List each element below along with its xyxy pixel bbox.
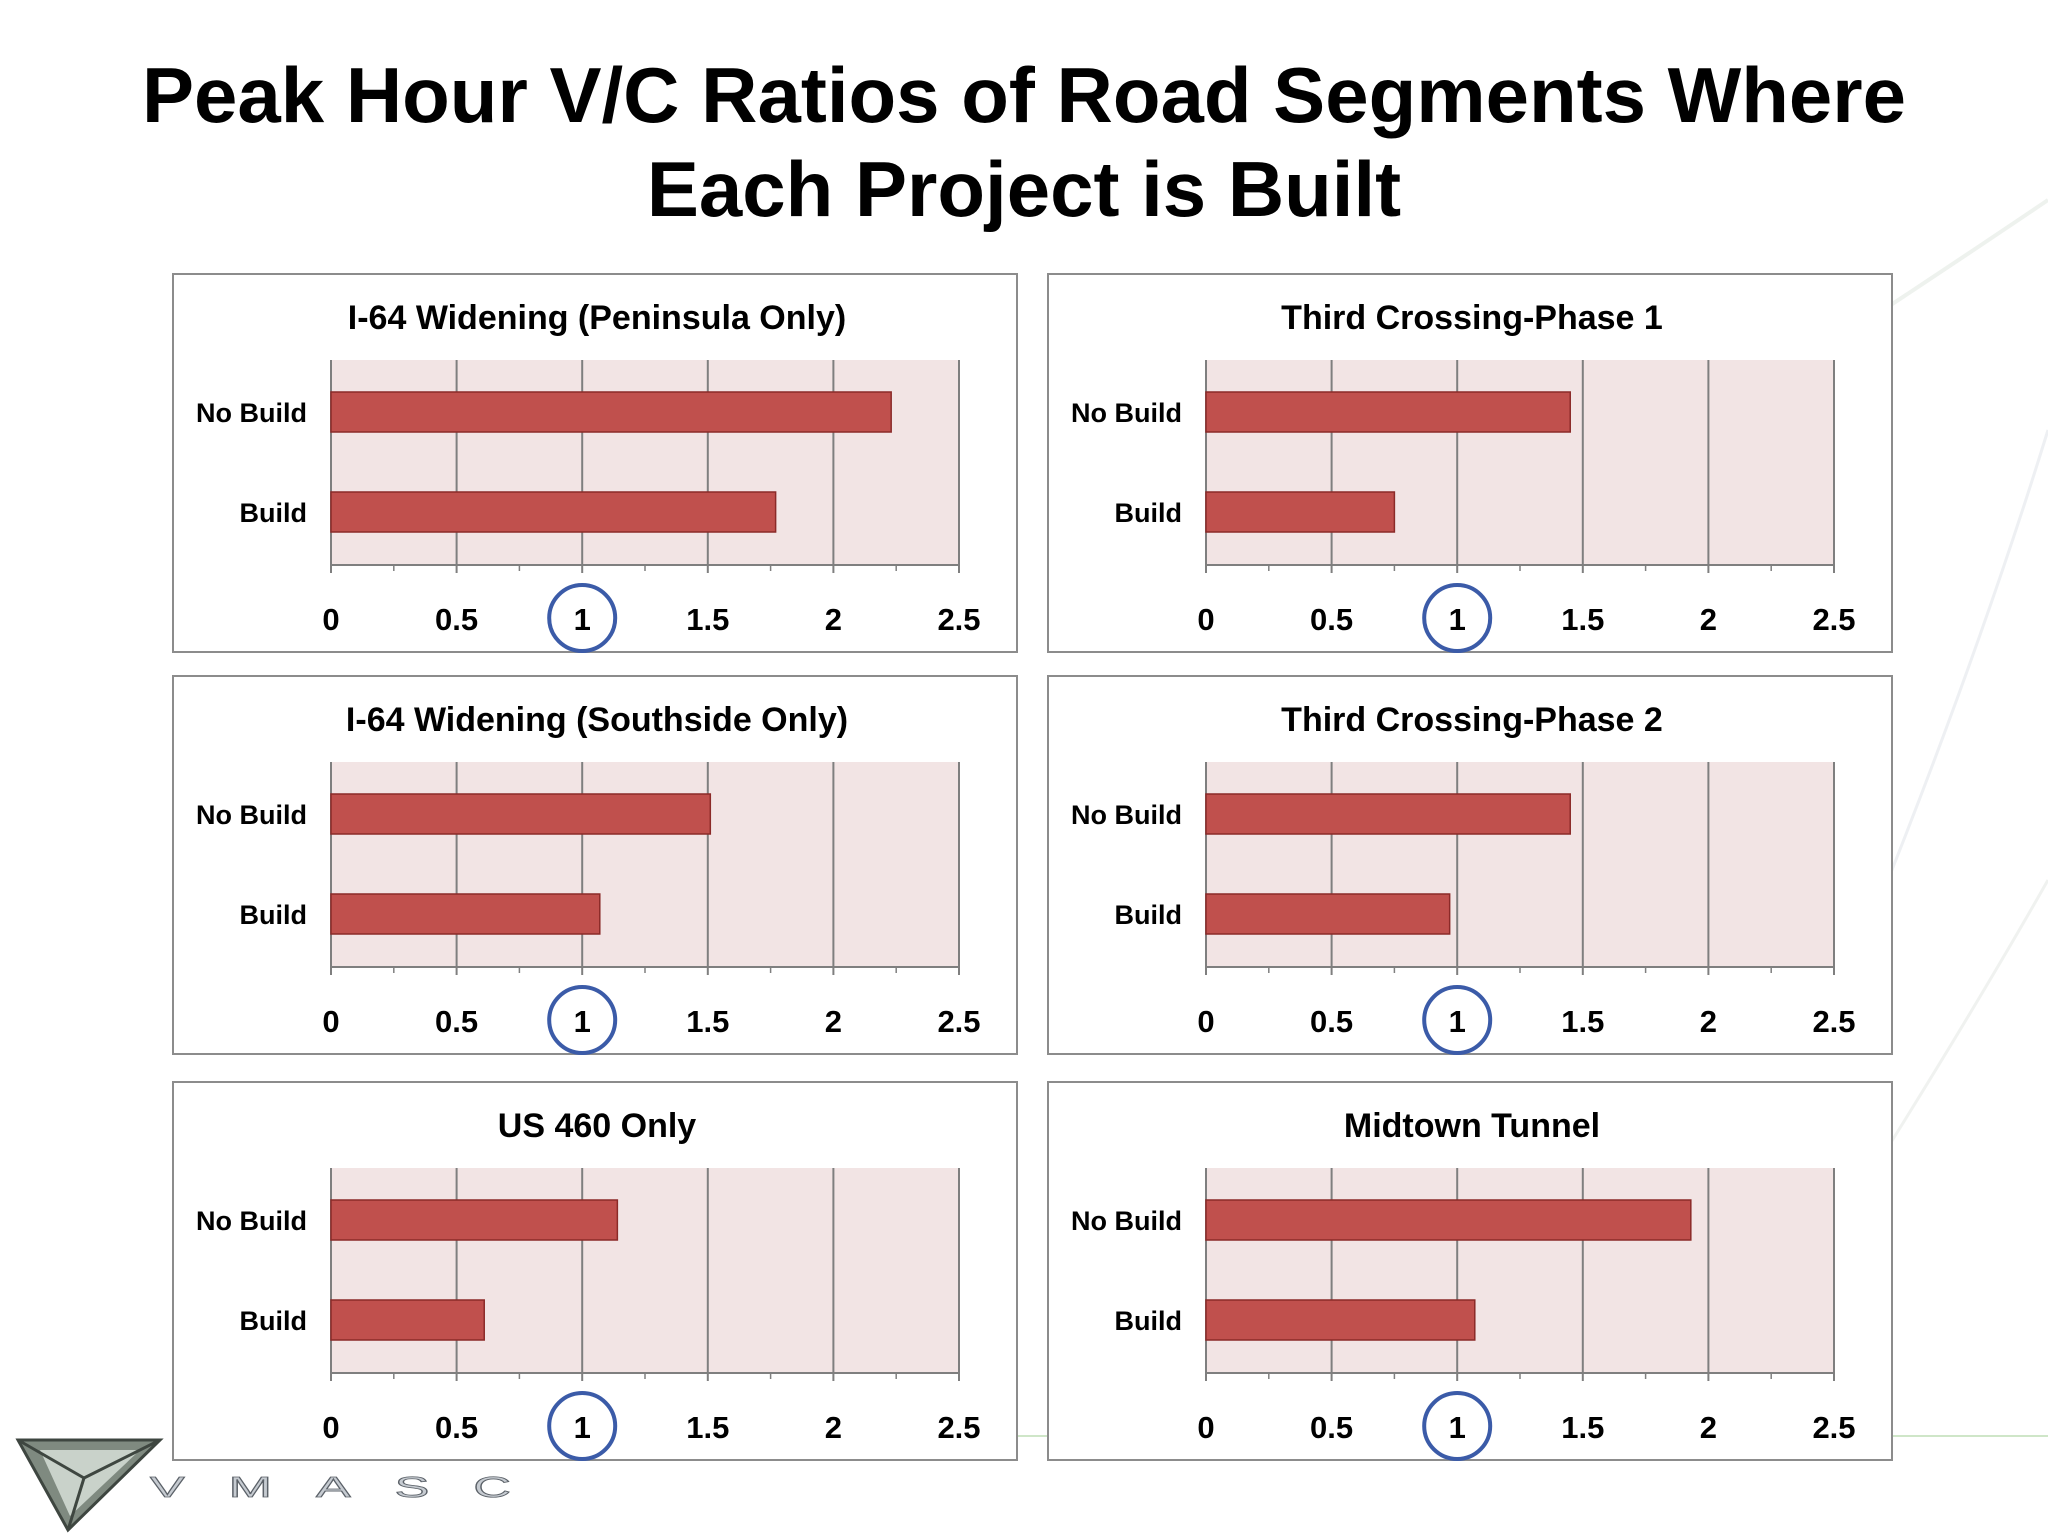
x-tick-label: 2 (1700, 602, 1717, 637)
category-label: No Build (1071, 800, 1182, 830)
x-tick-label: 2 (825, 1004, 842, 1039)
category-label: No Build (196, 398, 307, 428)
x-tick-label: 2 (1700, 1004, 1717, 1039)
plot-area (1206, 360, 1834, 565)
x-tick-label: 1 (574, 1410, 591, 1445)
plot-area (331, 360, 959, 565)
chart-svg: US 460 Only 0 0.5 1 1.5 2 2.5 No Build Build (196, 1107, 981, 1461)
x-tick-label: 0 (322, 602, 339, 637)
x-tick-label: 2 (825, 602, 842, 637)
chart-svg: Third Crossing-Phase 2 0 0.5 1 1.5 2 2.5 No Bui… (1071, 701, 1856, 1055)
x-tick-label: 0 (322, 1410, 339, 1445)
x-tick-label: 0 (1197, 1410, 1214, 1445)
bar-no-build (330, 391, 892, 433)
chart-panel-6: Midtown Tunnel 0 0.5 1 1.5 2 2.5 No Build Build (1047, 1081, 1893, 1461)
category-label: No Build (196, 800, 307, 830)
x-tick-label: 0.5 (435, 1410, 478, 1445)
x-tick-label: 1.5 (1561, 1410, 1604, 1445)
x-tick-label: 1.5 (686, 1410, 729, 1445)
x-tick-label: 1.5 (686, 602, 729, 637)
x-tick-label: 1.5 (1561, 602, 1604, 637)
bar-no-build (1205, 391, 1571, 433)
x-tick-label: 2.5 (937, 1004, 980, 1039)
chart-title: Third Crossing-Phase 1 (1281, 299, 1663, 337)
category-label: Build (1115, 900, 1183, 930)
x-tick-label: 0.5 (435, 602, 478, 637)
category-label: Build (240, 900, 308, 930)
category-label: Build (1115, 1306, 1183, 1336)
category-label: No Build (1071, 1206, 1182, 1236)
chart-panel-5: US 460 Only 0 0.5 1 1.5 2 2.5 No Build Build (172, 1081, 1018, 1461)
bar-build (1205, 1299, 1476, 1341)
x-tick-label: 2.5 (1812, 1004, 1855, 1039)
x-tick-label: 2.5 (937, 602, 980, 637)
bar-build (330, 491, 777, 533)
slide-title-line-2: Each Project is Built (646, 145, 1402, 233)
chart-svg: Third Crossing-Phase 1 0 0.5 1 1.5 2 2.5 No Bui… (1071, 299, 1856, 653)
plot-area (1206, 1168, 1834, 1373)
x-tick-label: 0.5 (435, 1004, 478, 1039)
bar-no-build (330, 1199, 619, 1241)
category-label: No Build (1071, 398, 1182, 428)
slide-title: Peak Hour V/C Ratios of Road Segments Wh… (0, 48, 2048, 236)
chart-title: Midtown Tunnel (1344, 1107, 1600, 1145)
category-label: Build (240, 1306, 308, 1336)
x-tick-label: 1 (1449, 1410, 1466, 1445)
x-tick-label: 0 (322, 1004, 339, 1039)
highlight-circle (1422, 1391, 1493, 1461)
category-label: Build (1115, 498, 1183, 528)
bar-build (330, 1299, 485, 1341)
chart-panel-4: Third Crossing-Phase 2 0 0.5 1 1.5 2 2.5 No Bui… (1047, 675, 1893, 1055)
slide-title-line-1: Peak Hour V/C Ratios of Road Segments Wh… (141, 51, 1907, 139)
bar-build (1205, 893, 1451, 935)
x-tick-label: 2.5 (937, 1410, 980, 1445)
x-tick-label: 0 (1197, 1004, 1214, 1039)
chart-svg: I-64 Widening (Southside Only) 0 0.5 1 1.5 2 2… (196, 701, 981, 1055)
bar-no-build (330, 793, 712, 835)
x-tick-label: 1 (1449, 602, 1466, 637)
bar-no-build (1205, 1199, 1692, 1241)
chart-panel-1: I-64 Widening (Peninsula Only) 0 0.5 1 1.5 2 2… (172, 273, 1018, 653)
x-tick-label: 1.5 (1561, 1004, 1604, 1039)
chart-panel-2: Third Crossing-Phase 1 0 0.5 1 1.5 2 2.5 No Bui… (1047, 273, 1893, 653)
highlight-circle (547, 1391, 618, 1461)
bar-no-build (1205, 793, 1571, 835)
x-tick-label: 1.5 (686, 1004, 729, 1039)
chart-title: I-64 Widening (Peninsula Only) (348, 299, 846, 337)
chart-title: I-64 Widening (Southside Only) (346, 701, 848, 739)
highlight-circle (547, 985, 618, 1055)
plot-area (1206, 762, 1834, 967)
x-tick-label: 1 (1449, 1004, 1466, 1039)
x-tick-label: 2.5 (1812, 602, 1855, 637)
svg-text:VMASC: VMASC (150, 1471, 555, 1503)
chart-svg: I-64 Widening (Peninsula Only) 0 0.5 1 1.5 2 2… (196, 299, 981, 653)
chart-title: Third Crossing-Phase 2 (1281, 701, 1663, 739)
x-tick-label: 2.5 (1812, 1410, 1855, 1445)
category-label: No Build (196, 1206, 307, 1236)
highlight-circle (1422, 583, 1493, 653)
x-tick-label: 0.5 (1310, 1004, 1353, 1039)
x-tick-label: 1 (574, 1004, 591, 1039)
highlight-circle (1422, 985, 1493, 1055)
plot-area (331, 1168, 959, 1373)
x-tick-label: 2 (825, 1410, 842, 1445)
chart-panel-3: I-64 Widening (Southside Only) 0 0.5 1 1.5 2 2… (172, 675, 1018, 1055)
highlight-circle (547, 583, 618, 653)
x-tick-label: 1 (574, 602, 591, 637)
chart-svg: Midtown Tunnel 0 0.5 1 1.5 2 2.5 No Build Build (1071, 1107, 1856, 1461)
x-tick-label: 0 (1197, 602, 1214, 637)
chart-title: US 460 Only (498, 1107, 697, 1145)
x-tick-label: 0.5 (1310, 1410, 1353, 1445)
bar-build (330, 893, 601, 935)
vmasc-logo: VMASC (15, 1438, 555, 1533)
bar-build (1205, 491, 1396, 533)
x-tick-label: 2 (1700, 1410, 1717, 1445)
plot-area (331, 762, 959, 967)
category-label: Build (240, 498, 308, 528)
x-tick-label: 0.5 (1310, 602, 1353, 637)
